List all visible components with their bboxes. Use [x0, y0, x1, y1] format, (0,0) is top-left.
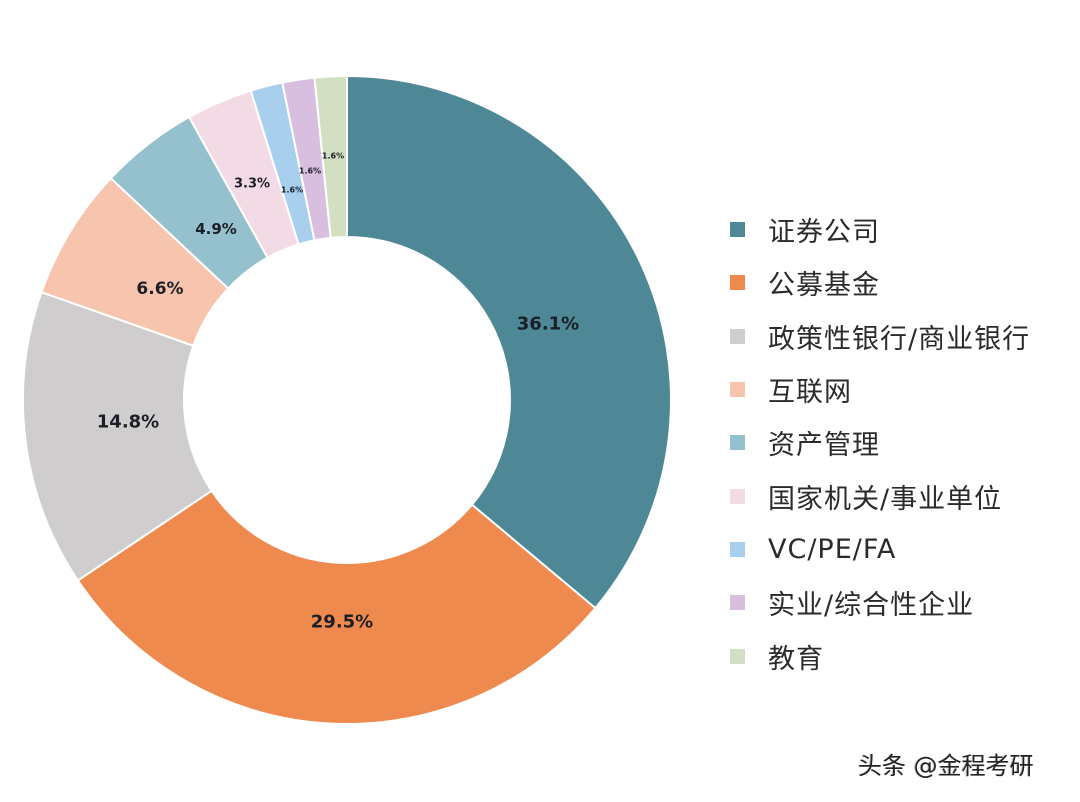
- legend-swatch: [730, 595, 745, 611]
- watermark: 头条 @金程考研: [858, 752, 1034, 780]
- legend-label: VC/PE/FA: [768, 533, 897, 565]
- slice-label: 14.8%: [96, 411, 160, 433]
- legend-label: 实业/综合性企业: [768, 590, 975, 622]
- legend-swatch: [730, 435, 745, 451]
- legend-label: 证券公司: [768, 217, 880, 249]
- legend-item-vc-pe-fa: VC/PE/FA: [730, 523, 1030, 576]
- legend-swatch: [730, 328, 745, 344]
- slice-label: 3.3%: [233, 176, 271, 192]
- slice-label: 36.1%: [516, 313, 580, 335]
- legend-label: 公募基金: [768, 270, 880, 302]
- donut-slice: [22, 291, 213, 582]
- donut-slice: [346, 75, 672, 610]
- slice-label: 1.6%: [298, 166, 322, 176]
- legend-swatch: [730, 275, 745, 291]
- legend-item-internet: 互联网: [730, 363, 1030, 416]
- slice-label: 1.6%: [280, 185, 304, 195]
- donut-slice: [76, 489, 597, 725]
- slice-label: 1.6%: [321, 151, 345, 161]
- legend-item-asset-management: 资产管理: [730, 416, 1030, 469]
- legend-label: 国家机关/事业单位: [768, 483, 1003, 515]
- legend-item-education: 教育: [730, 629, 1030, 682]
- legend-swatch: [730, 488, 745, 504]
- legend-label: 资产管理: [768, 430, 880, 462]
- legend-item-enterprise: 实业/综合性企业: [730, 576, 1030, 629]
- legend: 证券公司 公募基金 政策性银行/商业银行 互联网 资产管理 国家机关/事业单位 …: [730, 203, 1030, 683]
- slice-label: 4.9%: [195, 220, 237, 238]
- legend-swatch: [730, 648, 745, 664]
- slice-label: 6.6%: [136, 279, 184, 299]
- legend-label: 互联网: [768, 377, 852, 409]
- slice-label: 29.5%: [310, 611, 374, 633]
- legend-swatch: [730, 541, 745, 557]
- legend-item-securities: 证券公司: [730, 203, 1030, 256]
- legend-item-public-fund: 公募基金: [730, 256, 1030, 309]
- legend-label: 教育: [768, 643, 824, 675]
- donut-slice: [313, 75, 348, 239]
- legend-swatch: [730, 382, 745, 398]
- legend-swatch: [730, 222, 745, 238]
- legend-item-government: 国家机关/事业单位: [730, 469, 1030, 522]
- legend-item-banks: 政策性银行/商业银行: [730, 310, 1030, 363]
- legend-label: 政策性银行/商业银行: [768, 323, 1031, 355]
